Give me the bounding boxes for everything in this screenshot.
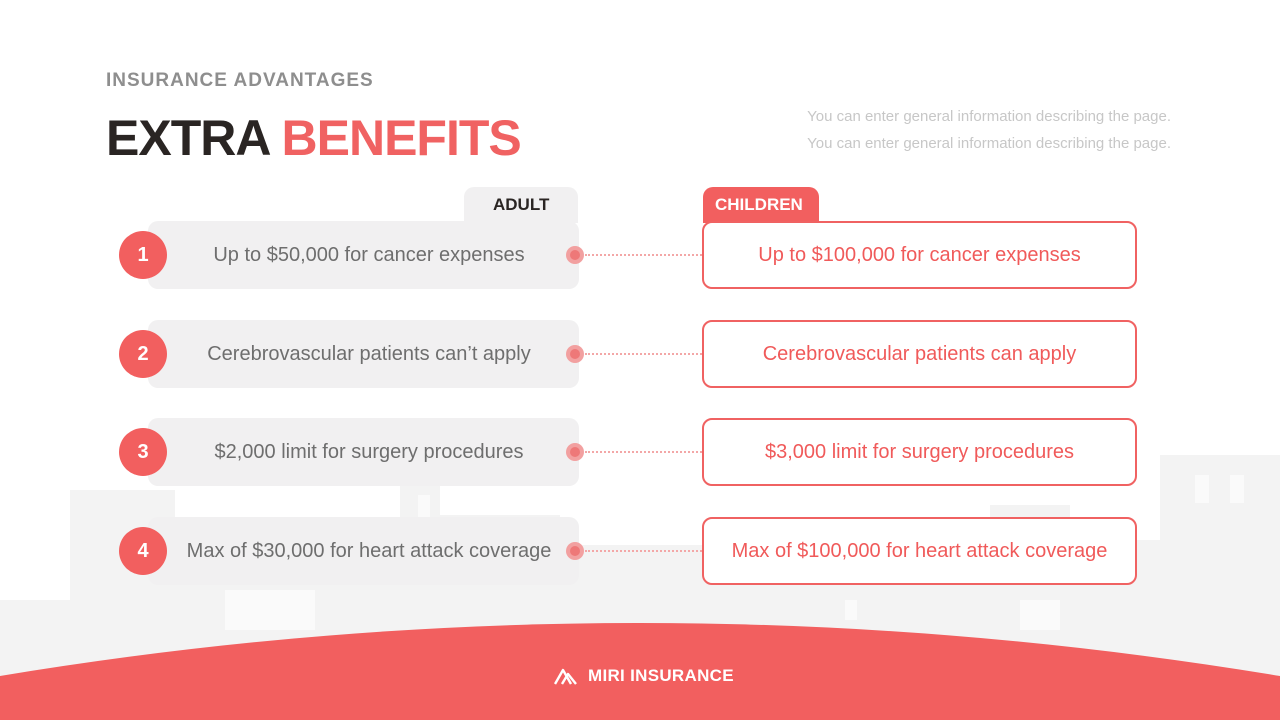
children-benefit-box: Max of $100,000 for heart attack coverag… — [702, 517, 1137, 585]
connector-dot — [566, 345, 584, 363]
benefit-row-3: $2,000 limit for surgery procedures 3 $3… — [0, 418, 1280, 488]
page-description: You can enter general information descri… — [807, 103, 1171, 157]
page-title-main: EXTRA — [106, 110, 270, 166]
children-column-label: CHILDREN — [715, 195, 803, 214]
brand-logo: MIRI INSURANCE — [554, 666, 734, 686]
brand-name: MIRI INSURANCE — [588, 666, 734, 685]
adult-column-label: ADULT — [493, 195, 550, 214]
children-benefit-box: Cerebrovascular patients can apply — [702, 320, 1137, 388]
row-number-badge: 4 — [119, 527, 167, 575]
adult-benefit-box — [148, 517, 579, 585]
adult-benefit-box — [148, 221, 579, 289]
adult-benefit-text: Up to $50,000 for cancer expenses — [213, 243, 525, 266]
row-number-badge: 1 — [119, 231, 167, 279]
benefit-row-2: Cerebrovascular patients can’t apply 2 C… — [0, 320, 1280, 390]
page-title-accent: BENEFITS — [281, 110, 522, 166]
adult-benefit-text: Cerebrovascular patients can’t apply — [207, 342, 531, 365]
description-line-2: You can enter general information descri… — [807, 135, 1171, 152]
mountain-logo-icon — [554, 668, 577, 685]
dotted-connector-line — [585, 550, 702, 552]
adult-benefit-text: $2,000 limit for surgery procedures — [214, 440, 524, 463]
connector-dot — [566, 246, 584, 264]
benefit-row-4: Max of $30,000 for heart attack coverage… — [0, 517, 1280, 587]
children-benefit-box: Up to $100,000 for cancer expenses — [702, 221, 1137, 289]
dotted-connector-line — [585, 451, 702, 453]
dotted-connector-line — [585, 353, 702, 355]
benefit-row-1: Up to $50,000 for cancer expenses 1 Up t… — [0, 221, 1280, 291]
children-column-tab: CHILDREN — [703, 187, 819, 223]
adult-benefit-text: Max of $30,000 for heart attack coverage — [186, 539, 552, 562]
section-eyebrow: INSURANCE ADVANTAGES — [106, 70, 374, 91]
adult-benefit-box — [148, 418, 579, 486]
page-title: EXTRA BENEFITS — [106, 108, 522, 168]
row-number-badge: 2 — [119, 330, 167, 378]
connector-dot — [566, 443, 584, 461]
dotted-connector-line — [585, 254, 702, 256]
row-number-badge: 3 — [119, 428, 167, 476]
connector-dot — [566, 542, 584, 560]
adult-benefit-box — [148, 320, 579, 388]
children-benefit-box: $3,000 limit for surgery procedures — [702, 418, 1137, 486]
description-line-1: You can enter general information descri… — [807, 108, 1171, 125]
adult-column-tab: ADULT — [464, 187, 578, 223]
